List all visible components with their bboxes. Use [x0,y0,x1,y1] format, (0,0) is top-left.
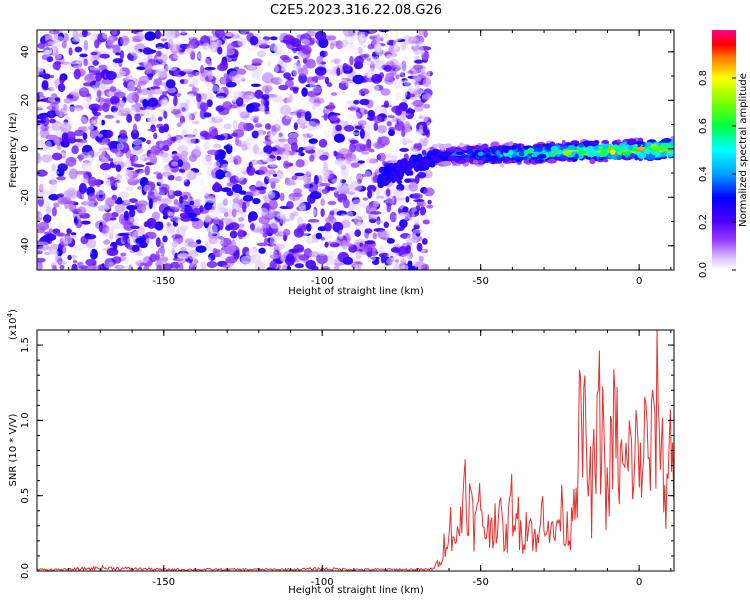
snr-y-tick-label: 0.0 [20,563,31,579]
spectrogram-y-tick-label: -40 [20,238,31,254]
snr-y-tick-label: 0.5 [20,488,31,504]
snr-scale-label: (x104) [6,309,19,340]
snr-panel: -150 -100 -50 0 0.0 0.5 1.0 1.5 Height of stra… [6,309,675,596]
snr-scale-exponent: 4 [6,312,14,317]
spectrogram-x-axis: -150 -100 -50 0 [36,30,672,287]
snr-x-tick-label: -100 [311,577,334,588]
colorbar-tick-label: 0.4 [698,166,709,182]
snr-series-line [37,330,674,571]
colorbar-tick-label: 0.8 [698,70,709,86]
spectrogram-y-axis: -40 -20 0 20 40 [20,45,674,271]
spectrogram-y-tick-label: 40 [20,45,31,58]
spectrogram-x-label: Height of straight line (km) [288,286,424,297]
snr-y-tick-label: 1.5 [20,337,31,353]
colorbar-label: Normalized spectral amplitude [738,73,749,227]
spectrogram-y-tick-label: -20 [20,189,31,205]
colorbar-ticks: 0.0 0.2 0.4 0.6 0.8 [698,70,736,278]
snr-x-tick-label: -150 [152,577,175,588]
colorbar-tick-label: 0.6 [698,118,709,134]
spectrogram-y-label: Frequency (Hz) [8,112,19,188]
snr-scale-base: (x10 [8,317,19,340]
colorbar-gradient [712,30,736,270]
spectrogram-y-tick-label: 0 [20,146,31,152]
snr-y-tick-label: 1.0 [20,412,31,428]
spectrogram-frame [36,29,675,271]
snr-x-tick-label: -50 [473,577,489,588]
spectrogram-x-tick-label: -100 [311,276,334,287]
spectrogram-x-tick-label: -150 [152,276,175,287]
figure-title: C2E5.2023.316.22.08.G26 [270,3,442,18]
spectrogram-image [37,30,674,270]
snr-x-axis: -150 -100 -50 0 [36,330,672,588]
spectrogram-x-tick-label: 0 [636,276,642,287]
snr-y-label: SNR (10 * V/V) [8,413,19,486]
colorbar-tick-label: 0.2 [698,214,709,230]
snr-x-tick-label: 0 [636,577,642,588]
colorbar-tick-label: 0.0 [698,262,709,278]
snr-x-label: Height of straight line (km) [288,585,424,596]
spectrogram-x-tick-label: -50 [473,276,489,287]
snr-y-axis: 0.0 0.5 1.0 1.5 [20,329,674,579]
colorbar: 0.0 0.2 0.4 0.6 0.8 Normalized spectral ampl… [698,30,749,278]
spectrogram-y-tick-label: 20 [20,94,31,107]
spectrogram-panel: -150 -100 -50 0 -40 -20 0 20 40 Height of strai… [8,29,675,297]
